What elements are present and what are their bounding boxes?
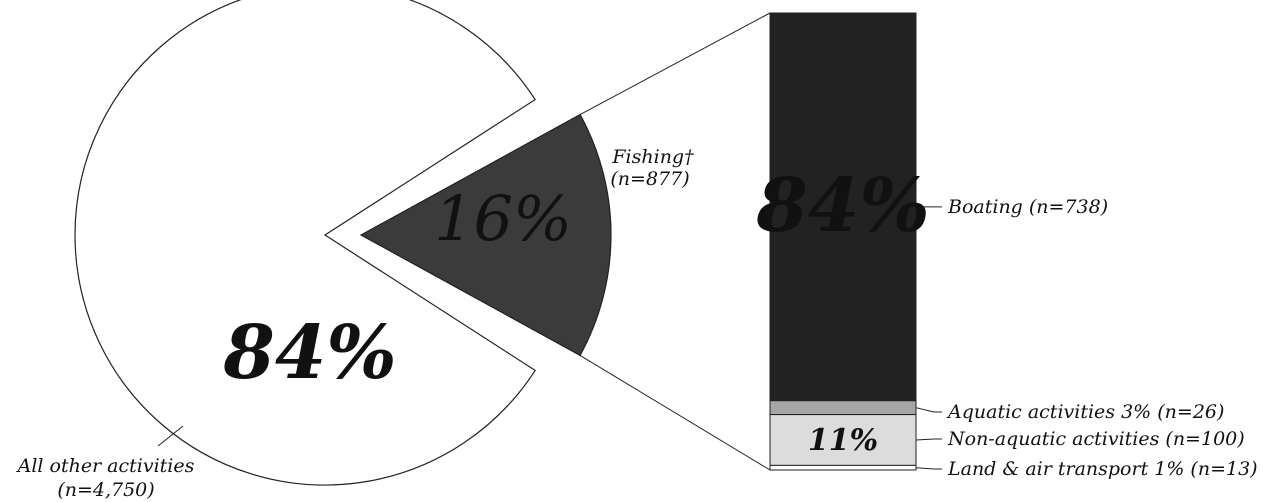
chart-labels: 84% 16% All other activities(n=4,750) Fishi… [16, 146, 1258, 501]
bar-segment-3 [769, 464, 917, 471]
pie-slice-fishing [359, 113, 612, 357]
bar-label-2: Non-aquatic activities (n=100) [947, 428, 1245, 450]
pie-value-fishing: 16% [434, 182, 572, 255]
stacked-bar [769, 12, 917, 471]
pie-count-fishing: (n=877) [610, 168, 689, 190]
connector-lines [157, 12, 942, 471]
pie-label-all-other: All other activities [16, 455, 195, 477]
bar-segment-1 [769, 400, 917, 416]
bar-value-0: 84% [755, 163, 929, 249]
bar-label-1: Aquatic activities 3% (n=26) [946, 401, 1224, 423]
leader-bar-3 [915, 467, 935, 470]
bar-value-2: 11% [808, 423, 878, 458]
pie-label-fishing: Fishing† [611, 146, 694, 168]
pie-slice-all-other-activities [74, 0, 536, 486]
bar-label-3: Land & air transport 1% (n=13) [947, 458, 1258, 480]
connector-bottom [579, 355, 771, 471]
pie-value-all-other: 84% [222, 310, 396, 396]
leader-bar-2 [915, 438, 935, 441]
leader-all-other [157, 425, 184, 447]
bar-label-0: Boating (n=738) [947, 196, 1108, 218]
bar-segment-0 [769, 12, 917, 402]
pie-count-all-other: (n=4,750) [57, 479, 154, 501]
leader-bar-1 [915, 407, 935, 413]
pie-chart [74, 0, 612, 486]
bar-segment-2 [769, 414, 917, 466]
connector-top [579, 12, 771, 116]
